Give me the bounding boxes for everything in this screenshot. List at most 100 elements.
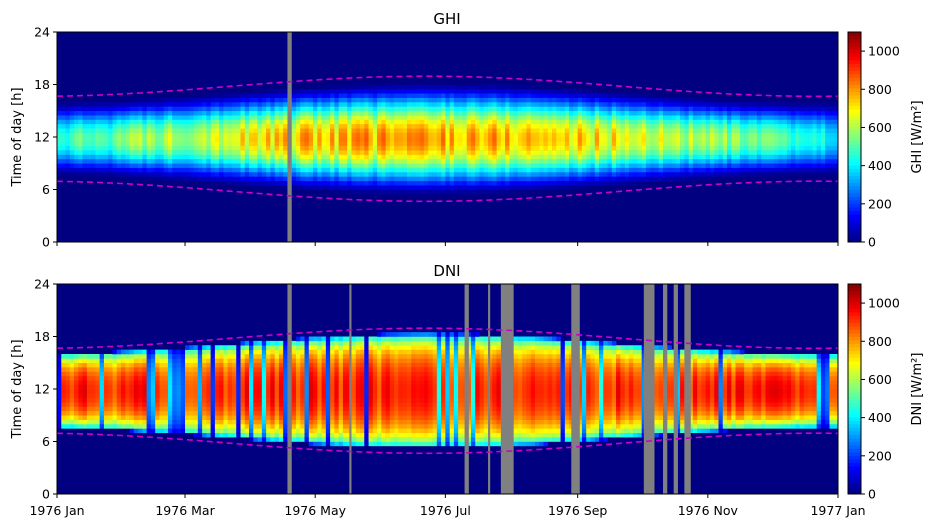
heatmap-cell (513, 180, 519, 186)
heatmap-cell (214, 371, 220, 377)
heatmap-cell (317, 163, 322, 168)
heatmap-cell (530, 189, 536, 195)
heatmap-cell (82, 132, 88, 138)
heatmap-cell (522, 141, 527, 147)
heatmap-cell (603, 180, 608, 186)
heatmap-cell (628, 123, 634, 129)
heatmap-cell (360, 97, 365, 103)
heatmap-cell (415, 167, 421, 173)
heatmap-cell (377, 154, 382, 160)
heatmap-cell (406, 128, 412, 133)
heatmap-cell (180, 415, 186, 420)
heatmap-cell (441, 80, 446, 85)
heatmap-cell (470, 141, 476, 147)
heatmap-cell (197, 358, 203, 364)
heatmap-cell (351, 84, 357, 90)
heatmap-cell (462, 115, 468, 120)
heatmap-cell (415, 172, 421, 177)
heatmap-cell (295, 150, 301, 155)
heatmap-cell (731, 154, 736, 160)
heatmap-cell (180, 102, 186, 107)
heatmap-cell (133, 397, 139, 403)
heatmap-cell (223, 145, 229, 151)
heatmap-cell (206, 345, 211, 350)
heatmap-cell (274, 93, 280, 98)
heatmap-cell (347, 115, 352, 120)
heatmap-cell (650, 158, 655, 164)
heatmap-cell (517, 88, 523, 94)
heatmap-cell (78, 102, 83, 107)
heatmap-cell (398, 185, 403, 190)
heatmap-cell (543, 141, 549, 147)
heatmap-cell (406, 88, 412, 94)
heatmap-cell (167, 410, 173, 416)
heatmap-cell (377, 115, 382, 120)
heatmap-cell (560, 172, 566, 177)
heatmap-cell (338, 189, 344, 195)
heatmap-cell (692, 102, 698, 107)
heatmap-cell (637, 150, 642, 155)
heatmap-cell (95, 137, 100, 142)
heatmap-cell (714, 141, 719, 147)
heatmap-cell (552, 172, 557, 177)
heatmap-cell (304, 97, 310, 103)
heatmap-cell (193, 354, 199, 359)
heatmap-cell (253, 106, 258, 112)
heatmap-cell (680, 137, 685, 142)
heatmap-cell (731, 167, 736, 173)
heatmap-cell (453, 158, 459, 164)
heatmap-cell (112, 358, 118, 364)
heatmap-cell (505, 106, 510, 112)
heatmap-cell (210, 154, 216, 160)
heatmap-cell (244, 115, 250, 120)
heatmap-cell (338, 145, 344, 151)
heatmap-cell (176, 106, 182, 112)
heatmap-cell (475, 115, 480, 120)
heatmap-cell (675, 128, 681, 133)
heatmap-cell (236, 128, 241, 133)
heatmap-cell (394, 176, 399, 182)
heatmap-cell (752, 128, 758, 133)
heatmap-cell (99, 406, 105, 412)
heatmap-cell (406, 137, 412, 142)
heatmap-cell (372, 115, 378, 120)
heatmap-cell (475, 110, 480, 116)
heatmap-cell (108, 141, 113, 147)
heatmap-cell (176, 158, 182, 164)
heatmap-cell (744, 102, 749, 107)
heatmap-cell (193, 145, 199, 151)
heatmap-cell (526, 93, 532, 98)
heatmap-cell (249, 163, 254, 168)
heatmap-cell (650, 93, 655, 98)
heatmap-cell (722, 115, 728, 120)
heatmap-cell (462, 110, 468, 116)
heatmap-cell (185, 141, 190, 147)
heatmap-cell (761, 123, 766, 129)
heatmap-cell (718, 176, 724, 182)
heatmap-cell (513, 185, 519, 190)
heatmap-cell (108, 410, 113, 416)
heatmap-cell (496, 158, 502, 164)
heatmap-cell (607, 145, 613, 151)
heatmap-cell (214, 176, 220, 182)
heatmap-cell (86, 123, 92, 129)
heatmap-cell (709, 154, 715, 160)
heatmap-cell (99, 128, 105, 133)
heatmap-cell (274, 137, 280, 142)
heatmap-cell (116, 384, 122, 390)
heatmap-cell (509, 158, 514, 164)
heatmap-cell (180, 137, 186, 142)
heatmap-cell (624, 150, 630, 155)
heatmap-cell (560, 185, 566, 190)
heatmap-cell (424, 172, 429, 177)
heatmap-cell (479, 123, 485, 129)
heatmap-cell (428, 180, 433, 186)
heatmap-cell (466, 88, 472, 94)
heatmap-cell (125, 137, 130, 142)
heatmap-cell (364, 180, 369, 186)
heatmap-cell (133, 393, 139, 399)
heatmap-cell (138, 128, 143, 133)
heatmap-cell (735, 167, 741, 173)
heatmap-cell (91, 367, 96, 372)
heatmap-cell (611, 93, 617, 98)
